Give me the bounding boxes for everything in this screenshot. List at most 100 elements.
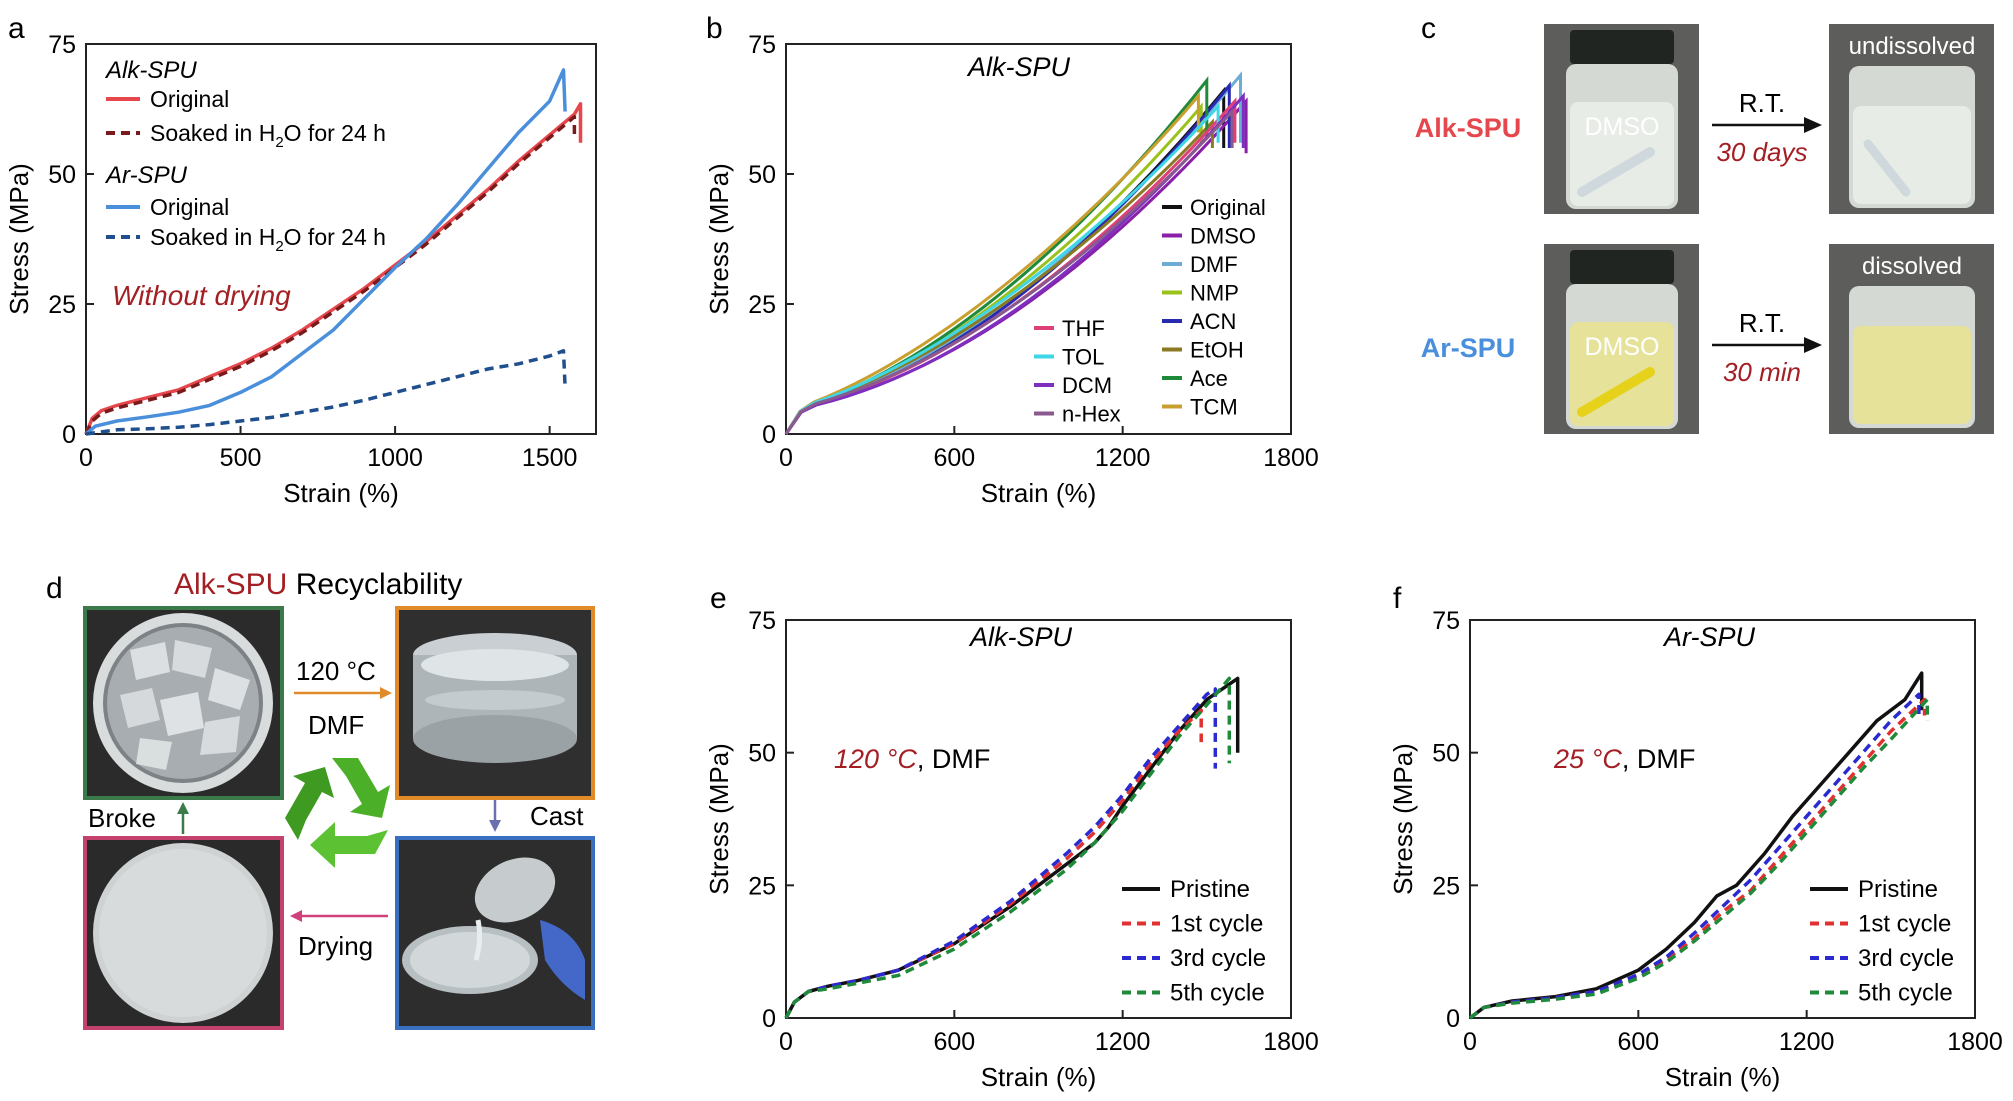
panel-letter-c: c [1421, 12, 1436, 45]
chart-b-title: Alk-SPU [966, 52, 1071, 82]
jar-cap [1570, 30, 1674, 64]
jar-liquid [1853, 106, 1971, 204]
legend-f: Pristine 1st cycle 3rd cycle 5th cycle [1810, 876, 1954, 1007]
y-axis-label: Stress (MPa) [4, 163, 34, 315]
axes-e: 0 600 1200 1800 0 25 50 75 Strain (%) Stress (MPa… [704, 607, 1319, 1092]
panel-c-row-2: Ar-SPU DMSO R.T. 30 min dissolved [1421, 244, 1994, 434]
arrow-to-solution [294, 687, 392, 699]
legend-a: Alk-SPU Original Soaked in H2O for 24 h … [104, 57, 386, 255]
legend-b-label: Ace [1190, 366, 1228, 391]
legend-a-heading-ar: Ar-SPU [104, 162, 188, 189]
x-tick-label: 0 [779, 1028, 793, 1056]
arrow-to-film [290, 910, 388, 922]
x-axis-label: Strain (%) [283, 478, 399, 508]
recycle-icon [285, 758, 390, 868]
panel-d-title: Alk-SPU Recyclability [174, 568, 462, 601]
series-group-a [84, 68, 583, 436]
jar-label: DMSO [1585, 113, 1660, 141]
x-tick-label: 500 [220, 444, 262, 472]
y-tick-label: 75 [748, 31, 776, 59]
panel-c: c Alk-SPU DMSO R.T. 30 days undissolved Ar-SP… [1415, 12, 1994, 434]
step-temperature: 120 °C [296, 656, 376, 686]
process-arrow-head [1804, 337, 1822, 353]
photo-solution-dish [395, 606, 595, 800]
legend-b-label: n-Hex [1062, 402, 1121, 427]
legend-a-label-3: Original [150, 194, 229, 220]
arrow-to-cast [489, 800, 501, 832]
series-line-10 [784, 102, 1220, 435]
x-axis-label: Strain (%) [981, 1062, 1097, 1092]
legend-a-label-1: Original [150, 86, 229, 112]
series-line-12 [784, 107, 1234, 435]
chart-f-annotation: 25 °C, DMF [1553, 744, 1695, 774]
step-drying: Drying [298, 931, 373, 961]
legend-e-label: 3rd cycle [1170, 945, 1266, 972]
legend-b-label: EtOH [1190, 338, 1244, 363]
y-tick-label: 25 [48, 291, 76, 319]
x-tick-label: 1800 [1263, 444, 1319, 472]
y-tick-label: 50 [48, 161, 76, 189]
chart-e-title: Alk-SPU [968, 622, 1073, 652]
legend-e-label: Pristine [1170, 876, 1250, 903]
jar-liquid [1853, 326, 1971, 424]
panel-b: b 0 600 1200 1800 0 25 50 75 Strain (%) Stress (M… [704, 12, 1319, 508]
x-axis-label: Strain (%) [981, 478, 1097, 508]
y-tick-label: 0 [762, 421, 776, 449]
polymer-strip [1863, 139, 1911, 197]
x-tick-label: 600 [933, 444, 975, 472]
legend-e-label: 1st cycle [1170, 911, 1263, 938]
y-tick-label: 25 [748, 291, 776, 319]
series-line-2 [1468, 697, 1927, 1020]
x-tick-label: 1200 [1779, 1028, 1835, 1056]
x-tick-label: 0 [79, 444, 93, 472]
series-group-f [1468, 671, 1930, 1020]
panel-a: a 0 500 1000 1500 0 25 50 75 Strain (%) Stress (M… [4, 12, 597, 508]
x-tick-label: 0 [1463, 1028, 1477, 1056]
y-tick-label: 50 [748, 740, 776, 768]
series-line-3 [784, 687, 1218, 1019]
x-tick-label: 1200 [1095, 1028, 1151, 1056]
panel-letter-a: a [8, 12, 25, 45]
legend-a-heading-alk: Alk-SPU [104, 57, 197, 84]
y-tick-label: 50 [1432, 740, 1460, 768]
plot-frame [85, 43, 597, 435]
panel-c-row-1: Alk-SPU DMSO R.T. 30 days undissolved [1415, 24, 1994, 214]
plot-frame [1469, 619, 1976, 1019]
step-broke: Broke [88, 803, 156, 833]
legend-e: Pristine 1st cycle 3rd cycle 5th cycle [1122, 876, 1266, 1007]
photo-casting [395, 836, 595, 1030]
legend-f-label: 5th cycle [1858, 980, 1953, 1007]
y-axis-label: Stress (MPa) [1388, 743, 1418, 895]
x-tick-label: 600 [1617, 1028, 1659, 1056]
y-tick-label: 0 [62, 421, 76, 449]
legend-b-label: DCM [1062, 373, 1112, 398]
arrow-top-label: R.T. [1739, 308, 1785, 338]
arrow-bottom-label: 30 days [1716, 137, 1807, 167]
step-cast: Cast [530, 801, 584, 831]
x-tick-label: 1200 [1095, 444, 1151, 472]
y-tick-label: 25 [1432, 872, 1460, 900]
legend-f-label: 1st cycle [1858, 911, 1951, 938]
plot-frame [785, 43, 1292, 435]
x-tick-label: 1500 [522, 444, 578, 472]
legend-b-label: DMSO [1190, 224, 1256, 249]
sample-name: Alk-SPU [1415, 113, 1522, 143]
y-tick-label: 75 [1432, 607, 1460, 635]
x-axis-label: Strain (%) [1665, 1062, 1781, 1092]
step-solvent: DMF [308, 710, 364, 740]
x-tick-label: 1000 [367, 444, 423, 472]
arrow-to-broken [177, 802, 189, 834]
y-axis-label: Stress (MPa) [704, 743, 734, 895]
sample-name: Ar-SPU [1421, 333, 1516, 363]
x-tick-label: 1800 [1263, 1028, 1319, 1056]
panel-letter-d: d [46, 572, 63, 605]
arrow-top-label: R.T. [1739, 88, 1785, 118]
jar-label: DMSO [1585, 333, 1660, 361]
y-tick-label: 0 [762, 1005, 776, 1033]
panel-letter-e: e [710, 582, 727, 615]
legend-e-label: 5th cycle [1170, 980, 1265, 1007]
result-label: undissolved [1849, 33, 1976, 60]
legend-f-label: 3rd cycle [1858, 945, 1954, 972]
series-line-7 [784, 76, 1209, 435]
